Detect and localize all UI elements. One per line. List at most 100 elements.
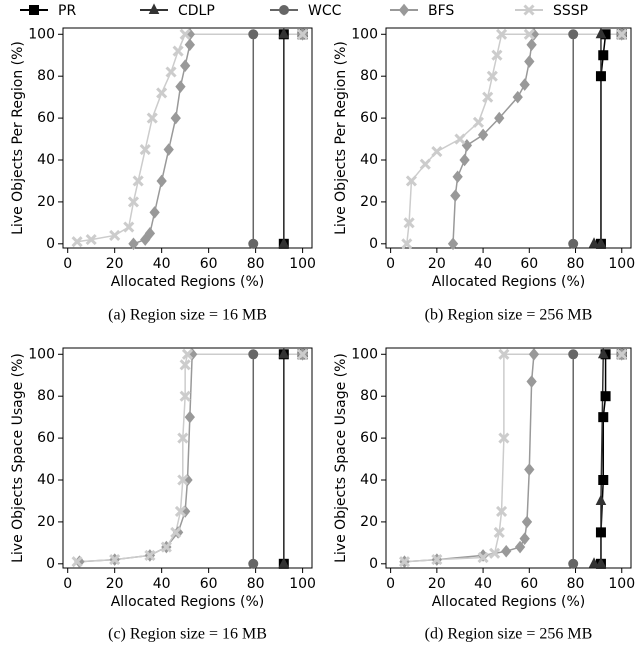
y-tick-label: 60 (360, 110, 378, 126)
series-line (600, 33, 622, 244)
marker (523, 4, 535, 16)
x-tick-label: 20 (106, 256, 124, 272)
x-tick-label: 0 (386, 576, 395, 592)
marker (598, 475, 609, 485)
y-tick-label: 0 (46, 556, 55, 572)
x-tick-label: 0 (63, 256, 72, 272)
panel: 0 20 40 60 80 100 0 20 40 60 80 100 Allocated Region… (10, 26, 316, 323)
marker (496, 505, 508, 517)
marker (431, 146, 443, 158)
marker (512, 90, 523, 104)
x-tick-label: 60 (520, 256, 538, 272)
marker (248, 29, 259, 40)
series-line (404, 353, 622, 563)
axes-frame (385, 27, 632, 249)
marker (588, 237, 600, 248)
series-line (404, 353, 622, 563)
x-tick-label: 100 (608, 256, 635, 272)
x-tick-label: 60 (200, 576, 218, 592)
x-tick-label: 0 (386, 256, 395, 272)
marker (477, 128, 489, 142)
x-tick-label: 20 (106, 576, 124, 592)
series-line (77, 353, 303, 563)
series-line (283, 33, 303, 244)
marker (491, 49, 503, 61)
y-tick-label: 40 (360, 152, 378, 168)
marker (181, 348, 194, 360)
marker (148, 3, 160, 14)
caption: (a) Region size = 16 MB (108, 307, 267, 324)
y-tick-label: 80 (360, 68, 378, 84)
panel: 0 20 40 60 80 100 0 20 40 60 80 100 Allocated Region… (333, 346, 635, 642)
marker (454, 133, 466, 145)
marker (526, 375, 537, 388)
marker (597, 347, 609, 359)
marker (598, 412, 609, 423)
marker (519, 532, 530, 545)
series-line (572, 33, 622, 244)
series-line (283, 353, 303, 564)
marker (279, 5, 289, 15)
marker (616, 348, 628, 360)
marker (184, 38, 195, 52)
marker (170, 526, 182, 538)
legend-label: WCC (308, 3, 342, 19)
x-tick-label: 40 (474, 256, 492, 272)
x-axis-label: Allocated Regions (%) (432, 594, 586, 610)
legend-label: BFS (428, 3, 454, 19)
x-tick-label: 80 (567, 576, 585, 592)
marker (489, 547, 501, 559)
marker (398, 3, 410, 17)
legend-label: PR (58, 3, 76, 19)
marker (498, 348, 510, 360)
y-tick-label: 80 (360, 388, 378, 404)
x-tick-label: 80 (247, 256, 265, 272)
marker (248, 349, 259, 360)
x-tick-label: 80 (247, 576, 265, 592)
y-tick-label: 0 (369, 236, 378, 252)
marker (109, 229, 121, 241)
marker (165, 66, 177, 78)
marker (128, 237, 139, 251)
marker (132, 175, 144, 187)
marker (297, 348, 309, 360)
marker (144, 549, 156, 561)
marker (109, 554, 121, 566)
series-line (594, 33, 622, 245)
y-tick-label: 0 (369, 556, 378, 572)
y-tick-label: 40 (37, 472, 55, 488)
y-tick-label: 20 (360, 194, 378, 210)
legend-label: CDLP (178, 3, 215, 19)
marker (477, 551, 489, 564)
y-tick-label: 80 (37, 388, 55, 404)
marker (524, 55, 535, 68)
marker (568, 29, 579, 40)
marker (85, 234, 97, 246)
marker (450, 189, 461, 202)
marker (179, 390, 191, 402)
marker (447, 237, 459, 251)
marker (526, 38, 537, 52)
marker (123, 221, 135, 233)
marker (156, 87, 168, 99)
marker (519, 78, 530, 91)
marker (177, 474, 189, 486)
marker (401, 238, 413, 250)
x-axis-label: Allocated Regions (%) (111, 594, 265, 610)
marker (568, 238, 579, 249)
x-tick-label: 20 (428, 576, 446, 592)
x-tick-label: 40 (474, 576, 492, 592)
marker (403, 217, 415, 229)
marker (170, 111, 181, 125)
marker (160, 541, 172, 553)
marker (140, 233, 151, 246)
marker (595, 557, 607, 568)
y-tick-label: 40 (37, 152, 55, 168)
caption: (d) Region size = 256 MB (425, 626, 593, 643)
marker (431, 554, 443, 566)
marker (523, 28, 535, 40)
marker (472, 116, 485, 128)
marker (156, 174, 167, 188)
axes-frame (385, 347, 632, 569)
